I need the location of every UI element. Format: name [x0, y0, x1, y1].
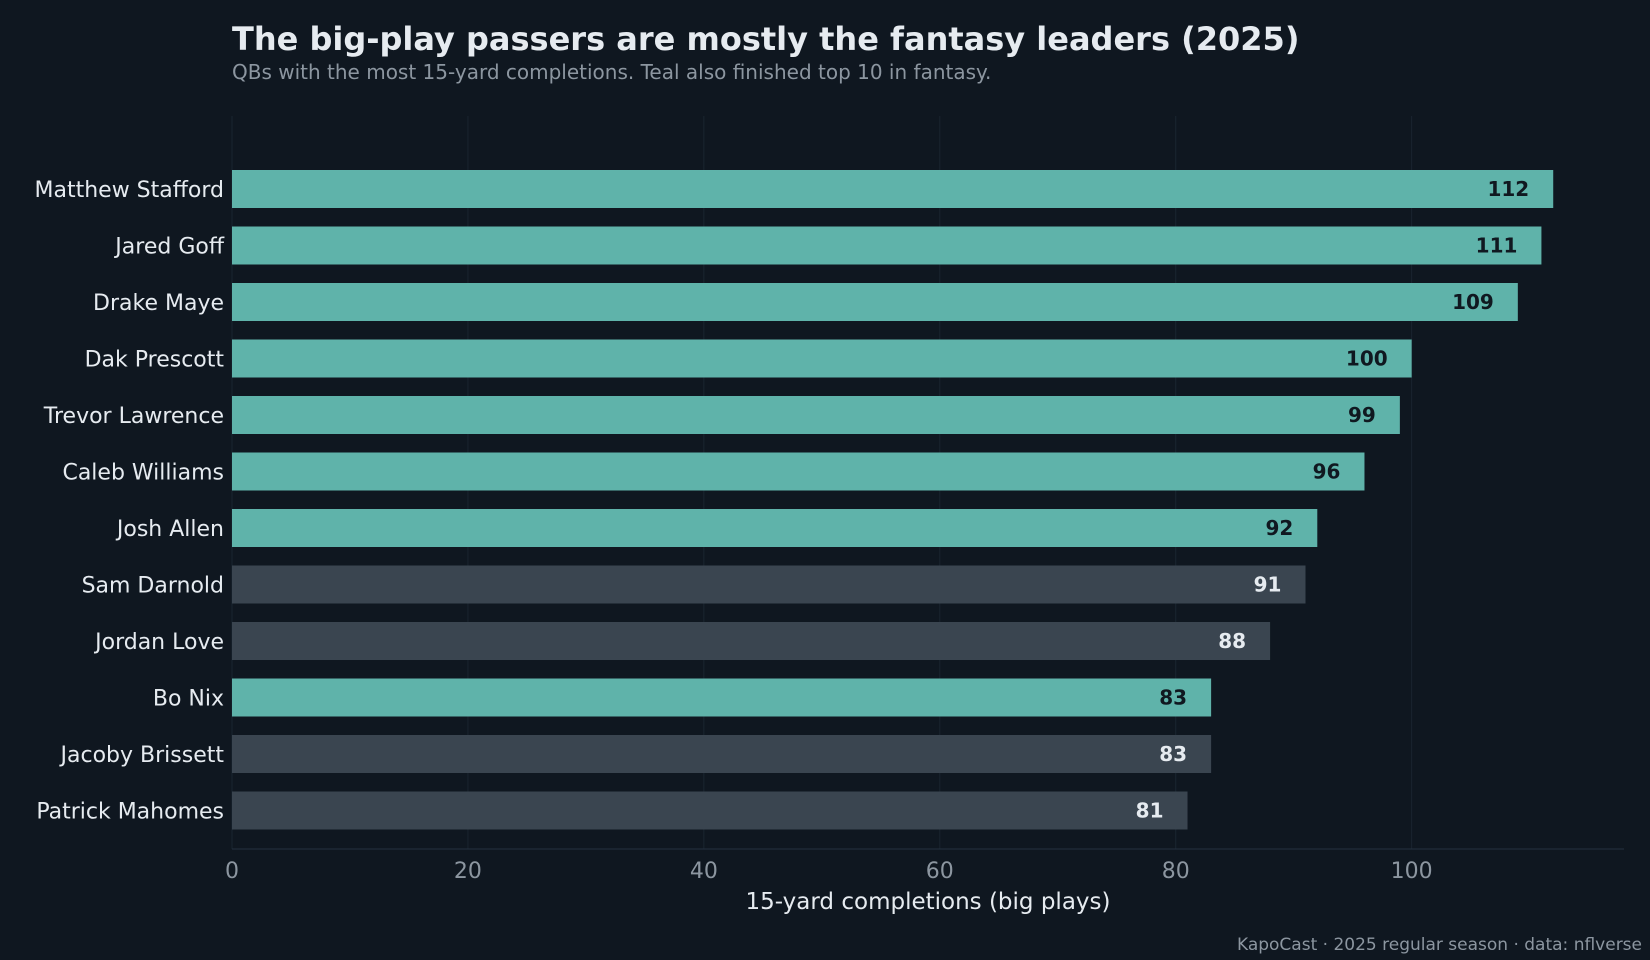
- bar-value-label: 111: [1476, 234, 1518, 258]
- bar-value-label: 81: [1136, 799, 1164, 823]
- category-label: Dak Prescott: [85, 348, 225, 373]
- bar: [232, 678, 1212, 717]
- bar-value-label: 92: [1265, 516, 1293, 540]
- bar: [232, 226, 1542, 265]
- bar-value-label: 83: [1159, 686, 1187, 710]
- bar-value-label: 91: [1254, 573, 1282, 597]
- bars: [232, 170, 1554, 830]
- category-label: Jacoby Brissett: [59, 743, 225, 768]
- category-label: Matthew Stafford: [35, 178, 225, 203]
- value-labels: 112 111 109 100 99 96 92 91 88 83 83 81: [1136, 177, 1530, 823]
- bar: [232, 396, 1400, 434]
- x-tick-label: 60: [926, 859, 954, 884]
- bar-value-label: 112: [1487, 177, 1529, 201]
- x-tick-label: 20: [454, 859, 482, 884]
- x-axis-ticks: 0 20 40 60 80 100: [225, 859, 1433, 884]
- chart-title: The big-play passers are mostly the fant…: [232, 20, 1300, 58]
- bar: [232, 339, 1412, 378]
- category-label: Jordan Love: [93, 630, 224, 655]
- bar-value-label: 99: [1348, 403, 1376, 427]
- footer-credit: KapoCast · 2025 regular season · data: n…: [1236, 935, 1642, 955]
- x-tick-label: 40: [690, 859, 718, 884]
- category-label: Caleb Williams: [62, 461, 224, 486]
- bar-value-label: 100: [1346, 347, 1388, 371]
- bar-value-label: 88: [1218, 629, 1246, 653]
- category-label: Jared Goff: [113, 235, 225, 260]
- category-labels: Matthew Stafford Jared Goff Drake Maye Dak …: [35, 178, 225, 825]
- bar: [232, 565, 1306, 604]
- category-label: Patrick Mahomes: [36, 800, 224, 825]
- bar-value-label: 96: [1313, 460, 1341, 484]
- bar: [232, 735, 1212, 773]
- bar-value-label: 109: [1452, 290, 1494, 314]
- category-label: Trevor Lawrence: [43, 404, 224, 429]
- chart-subtitle: QBs with the most 15-yard completions. T…: [232, 60, 992, 84]
- category-label: Bo Nix: [153, 687, 224, 712]
- x-tick-label: 80: [1162, 859, 1190, 884]
- x-tick-label: 100: [1391, 859, 1433, 884]
- bar: [232, 791, 1188, 830]
- bar: [232, 452, 1365, 491]
- bar: [232, 170, 1554, 208]
- x-tick-label: 0: [225, 859, 239, 884]
- category-label: Sam Darnold: [82, 574, 224, 599]
- category-label: Josh Allen: [115, 517, 224, 542]
- x-axis-label: 15-yard completions (big plays): [746, 889, 1111, 915]
- bar: [232, 283, 1518, 321]
- bar-value-label: 83: [1159, 742, 1187, 766]
- category-label: Drake Maye: [93, 291, 224, 316]
- bar: [232, 622, 1271, 660]
- bar: [232, 509, 1318, 547]
